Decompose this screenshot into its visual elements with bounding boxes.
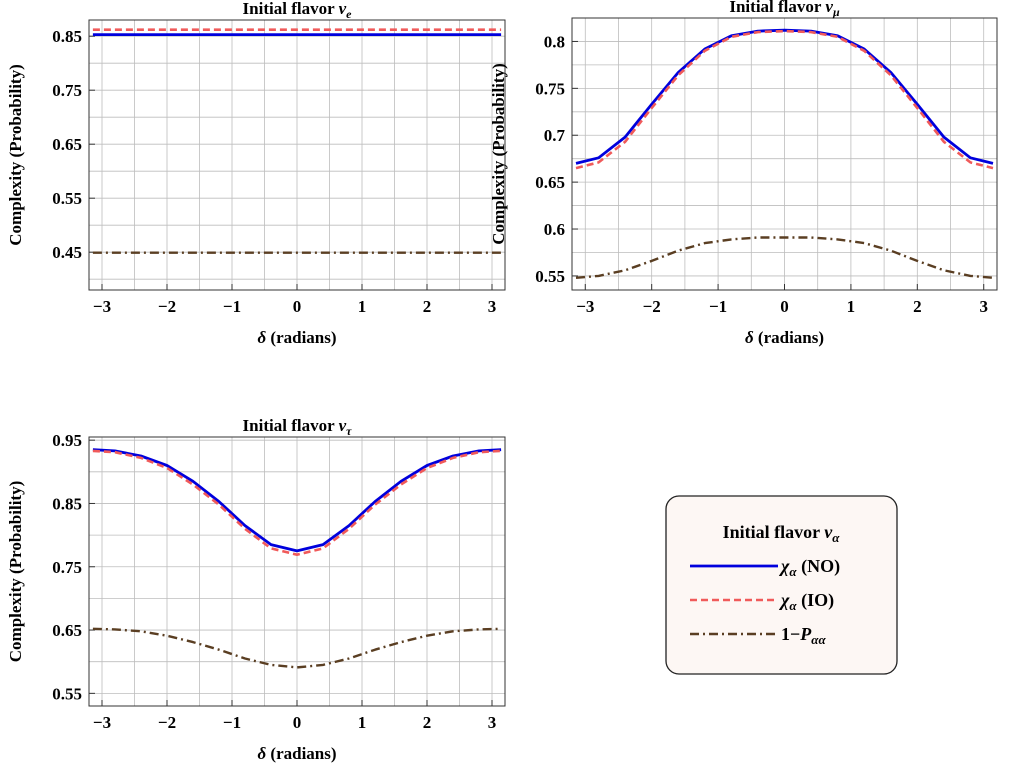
x-tick-label: −1: [709, 297, 727, 316]
series-line-p: [92, 627, 502, 669]
x-tick-label: 1: [358, 297, 367, 316]
legend-label-p: 1−Pαα: [781, 624, 826, 647]
x-tick-label: −1: [223, 713, 241, 732]
y-tick-label: 0.75: [535, 79, 565, 98]
y-tick-label: 0.55: [535, 267, 565, 286]
x-tick-label: −3: [93, 713, 111, 732]
x-tick-label: −3: [93, 297, 111, 316]
y-tick-label: 0.65: [535, 173, 565, 192]
x-tick-label: 1: [847, 297, 856, 316]
y-tick-label: 0.75: [52, 81, 82, 100]
series-line-no: [92, 448, 502, 553]
x-tick-label: 3: [488, 297, 497, 316]
legend-label-io: χα (IO): [778, 590, 834, 613]
legend: Initial flavor να χα (NO) χα (IO) 1−Pαα: [665, 495, 898, 675]
x-tick-label: 1: [358, 713, 367, 732]
gridlines: [89, 437, 505, 706]
y-axis-label: Complexity (Probability): [489, 63, 508, 244]
y-axis-label: Complexity (Probability): [6, 64, 25, 245]
y-tick-label: 0.95: [52, 431, 82, 450]
y-tick-label: 0.65: [52, 135, 82, 154]
x-tick-label: 0: [293, 713, 302, 732]
series-line-no: [575, 28, 994, 165]
x-tick-label: −2: [158, 713, 176, 732]
y-tick-label: 0.55: [52, 189, 82, 208]
x-tick-label: 0: [780, 297, 789, 316]
x-tick-label: 3: [488, 713, 497, 732]
chart-title: Initial flavor ντ: [243, 416, 353, 438]
x-tick-label: 3: [979, 297, 988, 316]
x-tick-label: 2: [913, 297, 922, 316]
y-tick-label: 0.6: [544, 220, 565, 239]
y-tick-label: 0.85: [52, 27, 82, 46]
y-tick-label: 0.65: [52, 621, 82, 640]
gridlines: [89, 20, 505, 290]
series-line-p: [575, 236, 994, 279]
gridlines: [572, 17, 997, 290]
legend-title: Initial flavor να: [723, 522, 841, 545]
y-tick-label: 0.45: [52, 243, 82, 262]
legend-label-no: χα (NO): [778, 556, 840, 579]
legend-box: [665, 495, 898, 675]
x-tick-label: 2: [423, 713, 432, 732]
y-tick-label: 0.7: [544, 126, 566, 145]
y-tick-label: 0.8: [544, 32, 565, 51]
x-tick-label: −2: [643, 297, 661, 316]
series-line-io: [92, 449, 502, 557]
x-tick-label: 2: [423, 297, 432, 316]
x-axis-label: δ (radians): [745, 328, 824, 347]
chart-title: Initial flavor νe: [243, 0, 353, 21]
x-tick-label: 0: [293, 297, 302, 316]
x-tick-label: −3: [576, 297, 594, 316]
y-tick-label: 0.55: [52, 684, 82, 703]
y-tick-label: 0.85: [52, 494, 82, 513]
y-tick-label: 0.75: [52, 558, 82, 577]
x-tick-label: −2: [158, 297, 176, 316]
panel-1: −3 −2 −1 0 1 2 3 0.45 0.55 0.65 0.75 0.85 Initial fl…: [6, 0, 506, 347]
panel-2: −3 −2 −1 0 1 2 3 0.55 0.6 0.65 0.7 0.75 0.8 Initial f…: [489, 0, 998, 347]
x-axis-label: δ (radians): [257, 328, 336, 347]
x-axis-label: δ (radians): [257, 744, 336, 763]
x-tick-label: −1: [223, 297, 241, 316]
y-axis-label: Complexity (Probability): [6, 481, 25, 662]
panel-3: −3 −2 −1 0 1 2 3 0.55 0.65 0.75 0.85 0.95 Initial fl…: [6, 416, 506, 763]
chart-title: Initial flavor νμ: [729, 0, 840, 19]
